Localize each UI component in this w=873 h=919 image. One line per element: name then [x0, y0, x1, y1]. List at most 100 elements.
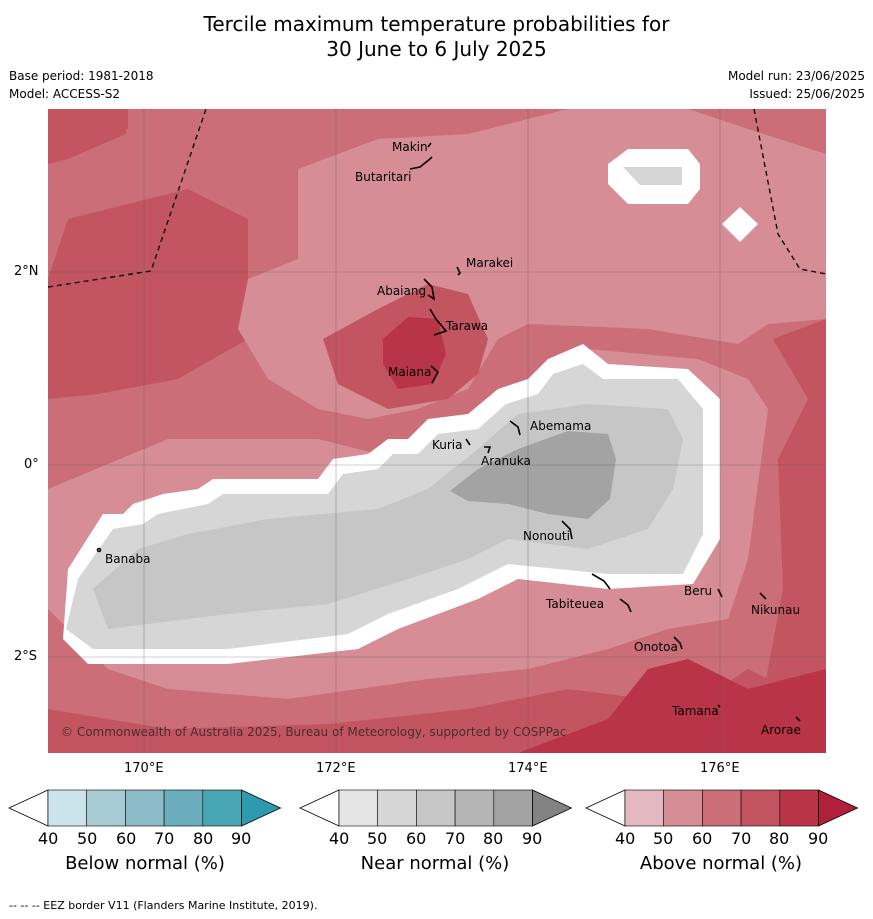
tick-near-40: 40: [329, 829, 350, 848]
near-normal-70-80: [450, 431, 616, 519]
tick-above-80: 80: [769, 829, 790, 848]
map-title: Tercile maximum temperature probabilitie…: [0, 12, 873, 62]
tick-below-80: 80: [193, 829, 214, 848]
label-aranuka: Aranuka: [481, 454, 531, 468]
colorbar-near-low-arrow: [299, 789, 340, 827]
label-nikunau: Nikunau: [751, 603, 800, 617]
colorbar-near-segment: [338, 789, 379, 827]
island-beru: [717, 588, 723, 598]
tick-below-90: 90: [231, 829, 252, 848]
base-period-text: Base period: 1981-2018: [9, 69, 154, 83]
colorbar-svg: [8, 789, 859, 827]
colorbar-title-below: Below normal (%): [65, 853, 225, 874]
colorbar-below-segment: [125, 789, 165, 827]
probability-map[interactable]: Makin Butaritari Marakei Abaiang Tarawa …: [48, 109, 826, 753]
island-nikunau: [759, 592, 767, 600]
label-tabiteuea: Tabiteuea: [545, 597, 604, 611]
island-aranuka: [484, 446, 492, 454]
label-marakei: Marakei: [466, 256, 513, 270]
island-kuria: [465, 438, 471, 446]
lon-label-170: 170°E: [124, 761, 164, 776]
tick-near-80: 80: [483, 829, 504, 848]
island-onotoa: [673, 636, 683, 650]
island-butaritari: [409, 156, 433, 170]
model-run-text: Model run: 23/06/2025: [727, 69, 865, 83]
island-abaiang: [423, 278, 436, 301]
contour-above-80-90-tarawa: [383, 317, 446, 389]
colorbar-below-segment: [86, 789, 126, 827]
issued-text: Issued: 25/06/2025: [749, 87, 865, 101]
tick-above-50: 50: [653, 829, 674, 848]
eez-footnote: -- -- -- EEZ border V11 (Flanders Marine…: [9, 899, 318, 912]
lat-label-0: 0°: [24, 457, 39, 472]
colorbar-below-segment: [163, 789, 204, 827]
colorbar-near-segment: [416, 789, 456, 827]
label-tarawa: Tarawa: [445, 319, 488, 333]
lon-label-172: 172°E: [316, 761, 356, 776]
label-banaba: Banaba: [105, 552, 151, 566]
tick-below-60: 60: [116, 829, 137, 848]
colorbar-below-low-arrow: [8, 789, 49, 827]
meta-right: Model run: 23/06/2025 Issued: 25/06/2025: [728, 67, 865, 103]
colorbar-below-segment: [202, 789, 242, 827]
meta-left: Base period: 1981-2018 Model: ACCESS-S2: [9, 67, 154, 103]
tick-below-40: 40: [38, 829, 59, 848]
copyright-text: © Commonwealth of Australia 2025, Bureau…: [61, 725, 566, 739]
island-tarawa: [429, 308, 448, 336]
colorbar-above-segment: [702, 789, 742, 827]
tick-near-50: 50: [367, 829, 388, 848]
near-normal-patch-ne-inner: [623, 167, 682, 185]
tick-above-70: 70: [731, 829, 752, 848]
tick-above-90: 90: [808, 829, 829, 848]
island-tabiteuea-s: [619, 598, 632, 613]
colorbar-above-segment: [740, 789, 781, 827]
colorbar-above-segment: [779, 789, 819, 827]
colorbar-title-above: Above normal (%): [639, 853, 803, 874]
tick-near-60: 60: [406, 829, 427, 848]
label-maiana: Maiana: [388, 365, 431, 379]
colorbar-title-near: Near normal (%): [360, 853, 510, 874]
colorbar-above-low-arrow: [585, 789, 626, 827]
label-abaiang: Abaiang: [377, 284, 426, 298]
lon-label-174: 174°E: [508, 761, 548, 776]
lon-label-176: 176°E: [700, 761, 740, 776]
label-butaritari: Butaritari: [355, 170, 412, 184]
colorbar-near-high-arrow: [532, 789, 573, 827]
place-labels: Makin Butaritari Marakei Abaiang Tarawa …: [105, 140, 801, 737]
colorbar-below-high-arrow: [241, 789, 282, 827]
label-tamana: Tamana: [671, 704, 719, 718]
lat-label-2n: 2°N: [14, 264, 39, 279]
island-makin: [427, 142, 432, 148]
label-kuria: Kuria: [432, 438, 463, 452]
title-line-2: 30 June to 6 July 2025: [326, 37, 547, 61]
island-maiana: [430, 365, 440, 384]
label-beru: Beru: [684, 584, 712, 598]
tick-above-60: 60: [692, 829, 713, 848]
colorbar-below-segment: [47, 789, 88, 827]
island-abemama: [509, 420, 521, 436]
contour-above-70-80-west: [48, 189, 248, 399]
label-arorae: Arorae: [761, 723, 801, 737]
island-outlines: [96, 142, 801, 722]
island-tabiteuea-n: [591, 573, 611, 590]
tick-below-50: 50: [77, 829, 98, 848]
lat-label-2s: 2°S: [14, 649, 38, 664]
colorbar-above-segment: [624, 789, 665, 827]
island-arorae: [795, 716, 801, 722]
island-nonouti: [561, 520, 573, 540]
colorbar-above-segment: [663, 789, 703, 827]
map-svg: Makin Butaritari Marakei Abaiang Tarawa …: [48, 109, 826, 753]
label-abemama: Abemama: [530, 419, 591, 433]
tick-near-70: 70: [445, 829, 466, 848]
colorbar-near-segment: [454, 789, 495, 827]
island-marakei: [456, 266, 461, 276]
label-makin: Makin: [392, 140, 428, 154]
eez-borders: [48, 109, 826, 288]
contour-above-70-80-nw-b: [48, 109, 126, 164]
contour-above-70-80-east: [748, 319, 826, 753]
label-onotoa: Onotoa: [634, 640, 678, 654]
colorbar-near-segment: [493, 789, 533, 827]
title-line-1: Tercile maximum temperature probabilitie…: [203, 12, 670, 36]
gridlines: [48, 109, 826, 753]
colorbars: [0, 788, 873, 888]
